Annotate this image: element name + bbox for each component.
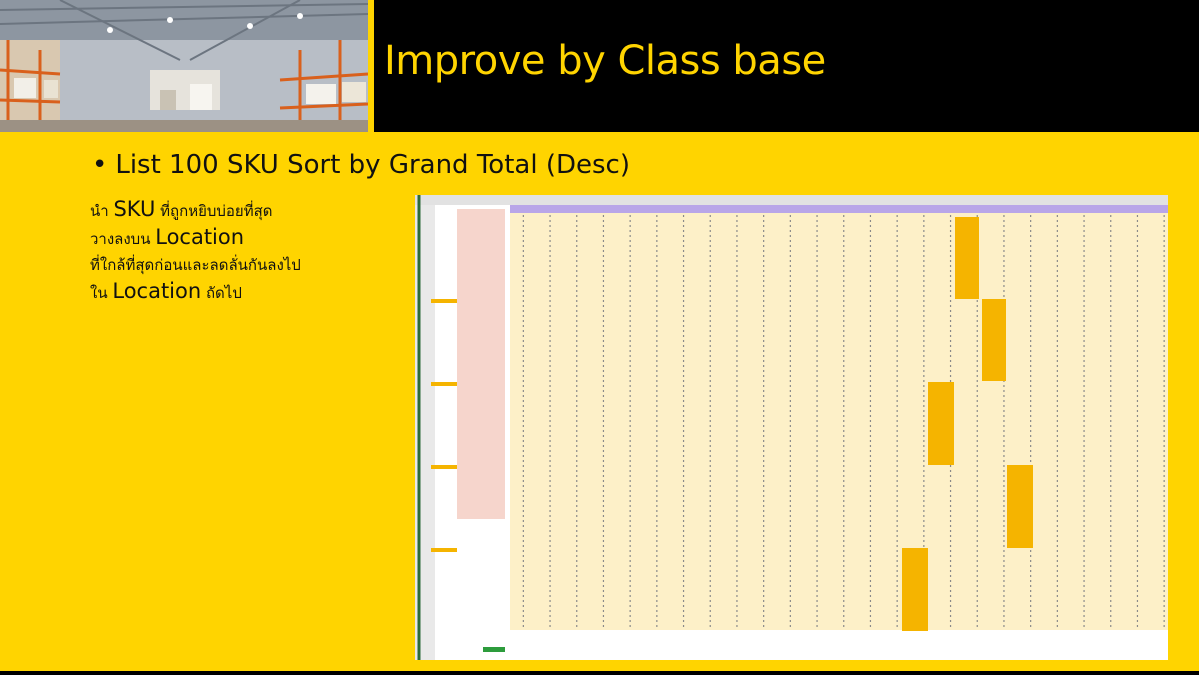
bullet-text: List 100 SKU Sort by Grand Total (Desc) bbox=[115, 150, 630, 180]
sheet-highlight-block bbox=[955, 217, 979, 299]
description-line-4: ใน Location ถัดไป bbox=[90, 278, 390, 306]
description-text: นำ bbox=[90, 202, 114, 220]
description-text: ที่ถูกหยิบบ่อยที่สุด bbox=[155, 202, 273, 220]
sheet-data-area bbox=[510, 209, 1168, 630]
warehouse-photo-drawing bbox=[0, 0, 368, 132]
description-keyword: SKU bbox=[113, 197, 156, 221]
sheet-total-cell bbox=[483, 647, 505, 652]
spreadsheet-screenshot bbox=[415, 195, 1168, 660]
description-text: วางลงบน bbox=[90, 230, 156, 248]
sheet-sku-column bbox=[457, 209, 505, 519]
title-bar: Improve by Class base bbox=[374, 0, 1199, 132]
sheet-row-marker bbox=[431, 465, 457, 469]
slide-title: Improve by Class base bbox=[384, 38, 826, 84]
description-keyword: Location bbox=[155, 225, 245, 249]
sheet-highlight-block bbox=[982, 299, 1006, 381]
sheet-highlight-block bbox=[902, 548, 928, 631]
sheet-header-band bbox=[510, 205, 1168, 213]
sheet-row-marker bbox=[431, 299, 457, 303]
description-keyword: Location bbox=[112, 279, 202, 303]
sheet-row-marker bbox=[431, 382, 457, 386]
sheet-highlight-block bbox=[928, 382, 954, 465]
description-block: นำ SKU ที่ถูกหยิบบ่อยที่สุด วางลงบน Loca… bbox=[90, 196, 390, 306]
photo-divider bbox=[368, 0, 374, 132]
sheet-col-a bbox=[435, 205, 457, 660]
spreadsheet-drawing bbox=[415, 195, 1168, 660]
sheet-column-header bbox=[415, 195, 1168, 205]
description-line-1: นำ SKU ที่ถูกหยิบบ่อยที่สุด bbox=[90, 196, 390, 224]
description-text: ถัดไป bbox=[201, 284, 242, 302]
description-line-2: วางลงบน Location bbox=[90, 224, 390, 252]
warehouse-photo bbox=[0, 0, 368, 132]
bottom-rule bbox=[0, 671, 1199, 675]
sheet-footer-row bbox=[510, 635, 1168, 647]
description-text: ใน bbox=[90, 284, 113, 302]
sheet-highlight-block bbox=[1007, 465, 1033, 548]
bullet-item: • List 100 SKU Sort by Grand Total (Desc) bbox=[92, 150, 630, 180]
bullet-icon: • bbox=[92, 150, 108, 180]
description-line-3: ที่ใกล้ที่สุดก่อนและลดลั่นกันลงไป bbox=[90, 256, 301, 274]
sheet-row-marker bbox=[431, 548, 457, 552]
